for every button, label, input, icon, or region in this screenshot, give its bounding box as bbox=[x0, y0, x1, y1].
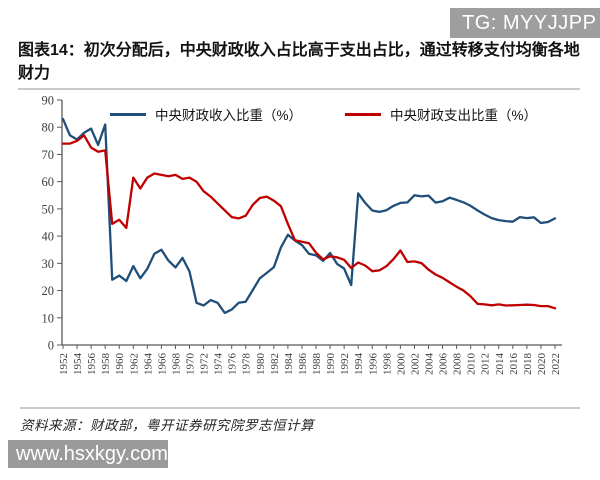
svg-text:2002: 2002 bbox=[409, 353, 421, 375]
series-line-1 bbox=[61, 134, 557, 310]
watermark-badge: www.hsxkgy.com bbox=[8, 440, 168, 468]
svg-text:2010: 2010 bbox=[466, 353, 478, 376]
series-line-0 bbox=[61, 117, 557, 315]
svg-text:30: 30 bbox=[42, 257, 55, 271]
svg-text:90: 90 bbox=[42, 94, 55, 108]
svg-text:2014: 2014 bbox=[494, 353, 506, 376]
source-note: 资料来源：财政部，粤开证券研究院罗志恒计算 bbox=[20, 418, 314, 433]
svg-text:1990: 1990 bbox=[325, 353, 337, 376]
svg-text:1984: 1984 bbox=[283, 353, 295, 376]
svg-text:1956: 1956 bbox=[86, 353, 98, 376]
svg-text:2020: 2020 bbox=[536, 353, 548, 376]
svg-text:2004: 2004 bbox=[423, 353, 435, 376]
svg-text:1988: 1988 bbox=[311, 353, 323, 376]
svg-text:1968: 1968 bbox=[170, 353, 182, 376]
expenditure-legend-label: 中央财政支出比重（%） bbox=[390, 108, 538, 123]
svg-text:1992: 1992 bbox=[339, 353, 351, 375]
svg-text:40: 40 bbox=[42, 230, 55, 244]
svg-text:2008: 2008 bbox=[452, 353, 464, 376]
svg-text:20: 20 bbox=[42, 284, 55, 298]
expenditure-line-swatch bbox=[345, 112, 381, 116]
svg-text:80: 80 bbox=[42, 121, 55, 135]
svg-text:1980: 1980 bbox=[255, 353, 267, 376]
svg-text:1962: 1962 bbox=[128, 353, 140, 375]
y-axis: 0 10 20 30 40 50 60 70 80 90 bbox=[42, 94, 63, 353]
svg-text:60: 60 bbox=[42, 175, 55, 189]
svg-text:0: 0 bbox=[48, 339, 54, 353]
svg-text:1998: 1998 bbox=[381, 353, 393, 376]
tg-badge: TG: MYYJJPP bbox=[450, 8, 600, 38]
revenue-line-swatch bbox=[110, 112, 146, 116]
svg-text:1996: 1996 bbox=[367, 353, 379, 376]
svg-text:1978: 1978 bbox=[241, 353, 253, 376]
svg-text:2018: 2018 bbox=[522, 353, 534, 376]
svg-text:50: 50 bbox=[42, 202, 55, 216]
svg-text:1974: 1974 bbox=[213, 353, 225, 376]
svg-text:1972: 1972 bbox=[199, 353, 211, 375]
legend-item-expenditure: 中央财政支出比重（%） bbox=[345, 105, 537, 123]
svg-text:2000: 2000 bbox=[395, 353, 407, 376]
svg-text:1970: 1970 bbox=[185, 353, 197, 376]
title-divider bbox=[18, 88, 580, 90]
svg-text:1960: 1960 bbox=[114, 353, 126, 376]
x-axis: 1952 1954 1956 1958 1960 1962 1964 1966 1968 1970… bbox=[58, 344, 562, 376]
svg-text:1964: 1964 bbox=[142, 353, 154, 376]
svg-text:1958: 1958 bbox=[100, 353, 112, 376]
revenue-legend-label: 中央财政收入比重（%） bbox=[155, 108, 303, 123]
svg-text:10: 10 bbox=[42, 311, 55, 325]
svg-text:70: 70 bbox=[42, 148, 55, 162]
chart-legend: 中央财政收入比重（%） 中央财政支出比重（%） bbox=[0, 105, 600, 123]
footer-divider bbox=[20, 407, 580, 409]
legend-item-revenue: 中央财政收入比重（%） bbox=[110, 105, 302, 123]
svg-text:2016: 2016 bbox=[508, 353, 520, 376]
svg-text:1986: 1986 bbox=[297, 353, 309, 376]
svg-text:2022: 2022 bbox=[550, 353, 562, 375]
svg-text:1954: 1954 bbox=[72, 353, 84, 376]
svg-text:1966: 1966 bbox=[156, 353, 168, 376]
svg-text:1982: 1982 bbox=[269, 353, 281, 375]
svg-text:1952: 1952 bbox=[58, 353, 70, 375]
svg-text:2006: 2006 bbox=[438, 353, 450, 376]
svg-text:2012: 2012 bbox=[480, 353, 492, 375]
svg-text:1994: 1994 bbox=[353, 353, 365, 376]
chart-title: 图表14：初次分配后，中央财政收入占比高于支出占比，通过转移支付均衡各地财力 bbox=[18, 42, 580, 82]
svg-text:1976: 1976 bbox=[227, 353, 239, 376]
